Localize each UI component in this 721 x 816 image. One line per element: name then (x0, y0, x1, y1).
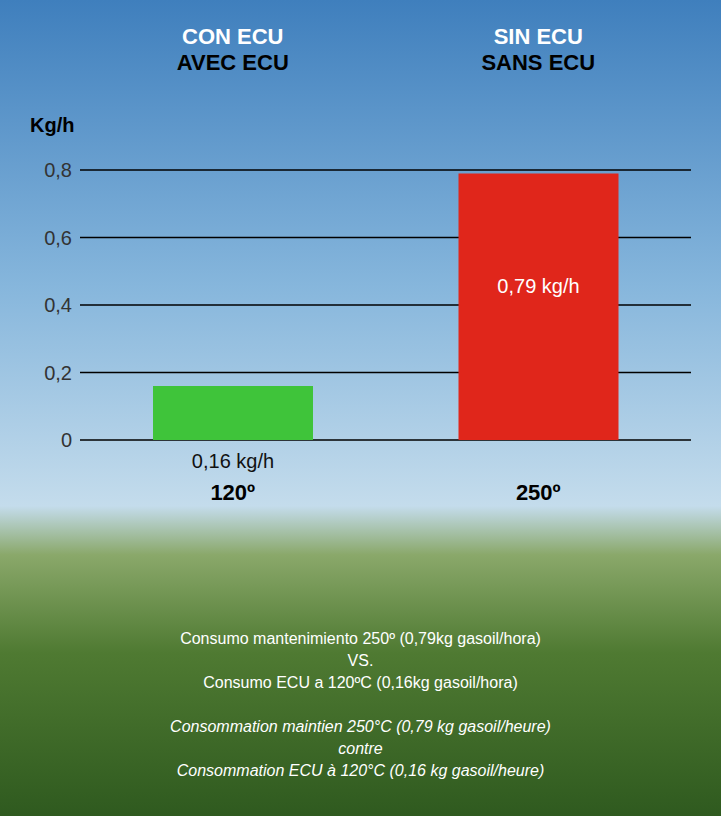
svg-text:250º: 250º (516, 480, 561, 505)
svg-text:CON ECU: CON ECU (182, 24, 283, 49)
svg-text:SIN ECU: SIN ECU (494, 24, 583, 49)
html-text:Consumo ECU a 120ºC (0,16kg ga: Consumo ECU a 120ºC (0,16kg gasoil/hora) (203, 674, 518, 691)
html-text:Consommation ECU à 120°C (0,16: Consommation ECU à 120°C (0,16 kg gasoil… (176, 762, 545, 779)
svg-text:0,6: 0,6 (44, 227, 72, 249)
svg-text:120º: 120º (210, 480, 255, 505)
svg-text:0,2: 0,2 (44, 362, 72, 384)
svg-text:AVEC ECU: AVEC ECU (177, 50, 289, 75)
svg-text:0,4: 0,4 (44, 294, 72, 316)
svg-text:0,16 kg/h: 0,16 kg/h (192, 450, 274, 472)
svg-text:0: 0 (61, 429, 72, 451)
svg-text:SANS ECU: SANS ECU (481, 50, 595, 75)
html-text:contre: contre (338, 740, 383, 757)
svg-text:0,8: 0,8 (44, 159, 72, 181)
html-text:Consommation maintien 250°C (0: Consommation maintien 250°C (0,79 kg gas… (170, 718, 551, 735)
html-text:Consumo mantenimiento 250º (0,: Consumo mantenimiento 250º (0,79kg gasoi… (180, 630, 541, 647)
svg-text:Kg/h: Kg/h (30, 114, 74, 136)
html-text:VS.: VS. (347, 652, 374, 669)
svg-text:0,79 kg/h: 0,79 kg/h (497, 275, 579, 297)
